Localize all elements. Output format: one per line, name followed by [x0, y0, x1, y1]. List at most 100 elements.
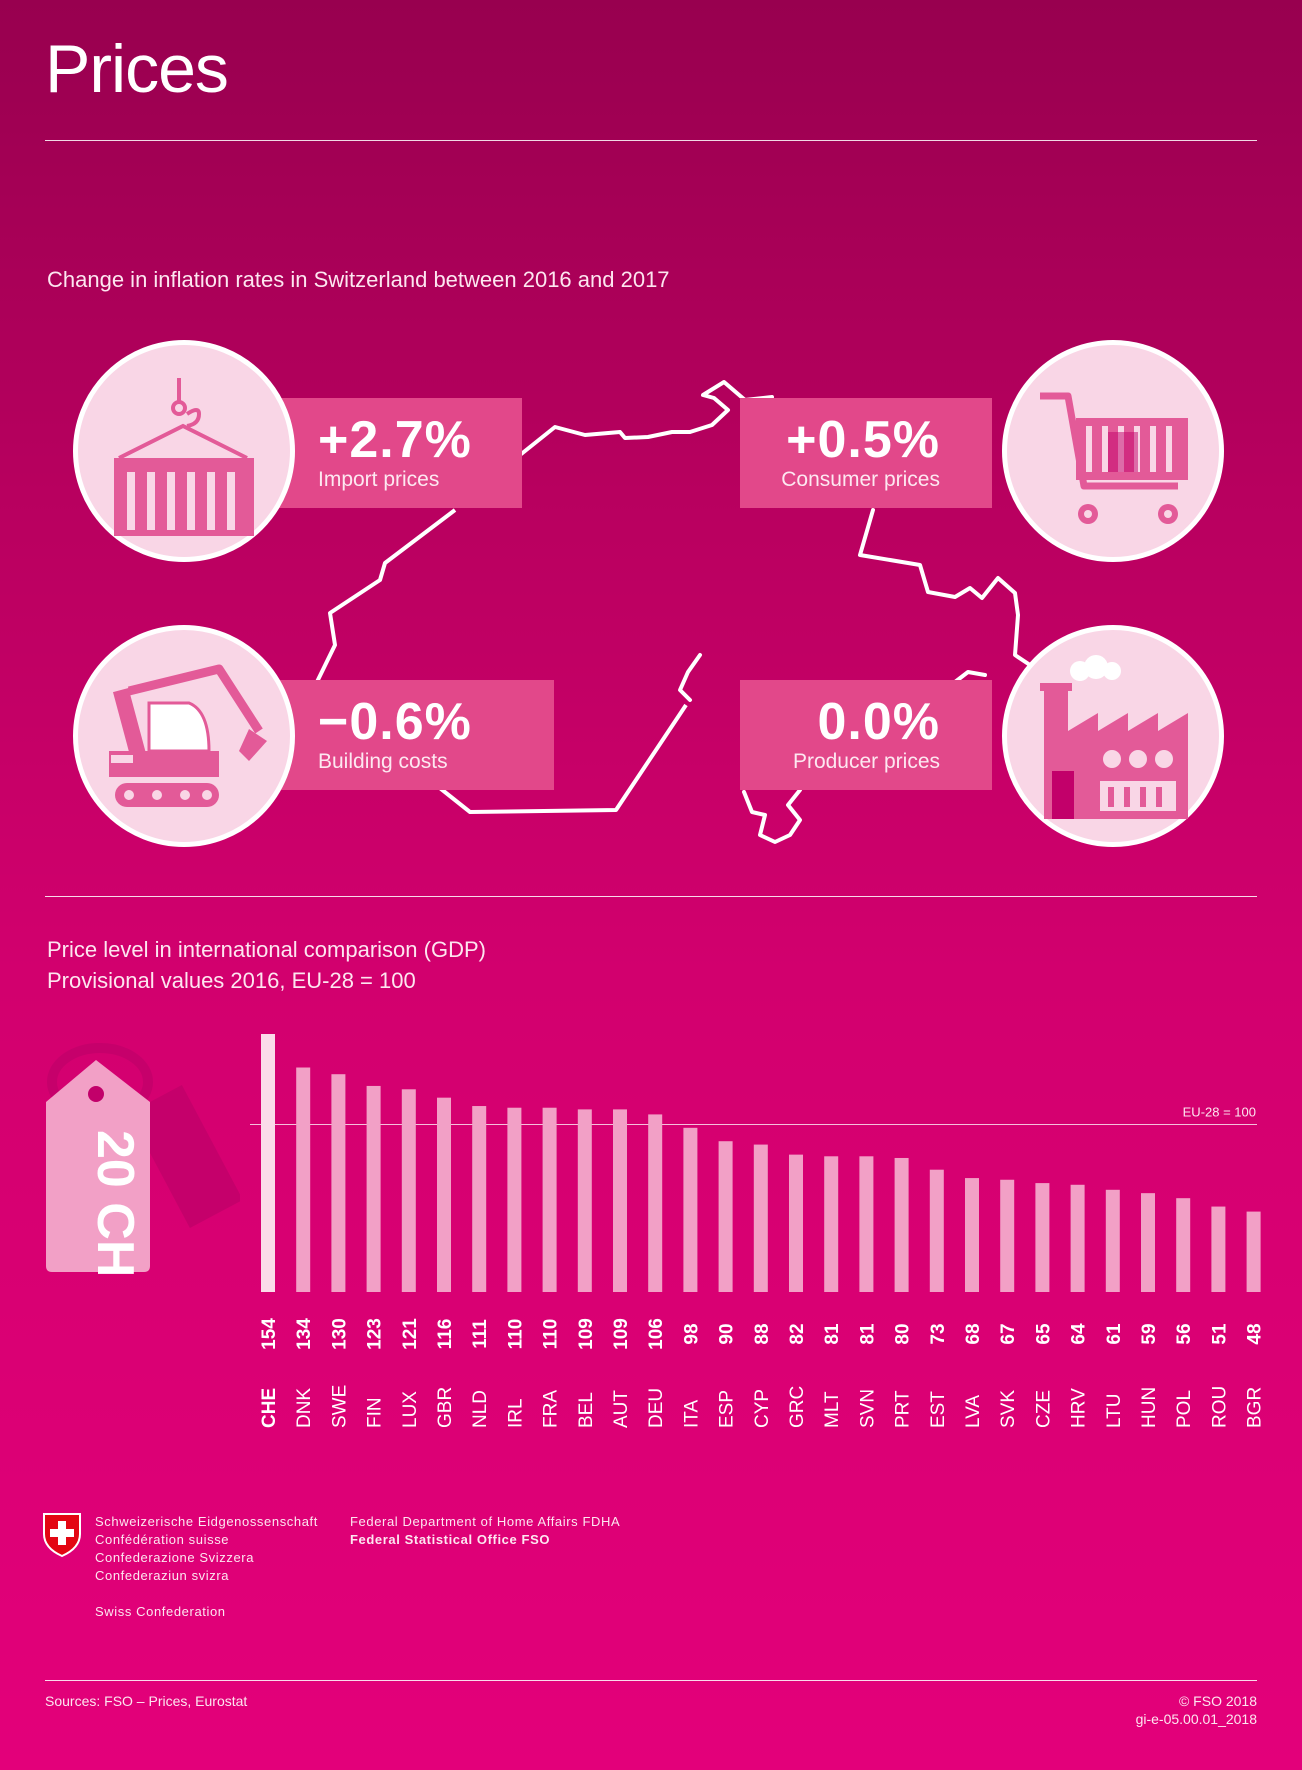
- category-label-cyp: CYP: [752, 1389, 773, 1428]
- page-title: Prices: [45, 31, 229, 107]
- category-label-deu: DEU: [646, 1388, 667, 1428]
- producer-prices-label: Producer prices: [792, 750, 940, 773]
- building-costs-panel: −0.6% Building costs: [270, 680, 554, 790]
- producer-prices-panel: 0.0% Producer prices: [740, 680, 992, 790]
- category-label-cze: CZE: [1033, 1390, 1054, 1428]
- category-label-rou: ROU: [1209, 1386, 1230, 1428]
- building-costs-value: −0.6%: [318, 693, 472, 751]
- bar-lva: [965, 1178, 979, 1292]
- bar-fra: [542, 1107, 557, 1292]
- category-label-che: CHE: [259, 1388, 280, 1428]
- value-label-ltu: 61: [1104, 1323, 1125, 1345]
- excavator-icon: [73, 625, 295, 847]
- category-label-hrv: HRV: [1069, 1388, 1090, 1428]
- category-label-fra: FRA: [541, 1390, 562, 1428]
- bar-lux: [401, 1089, 416, 1292]
- value-label-lva: 68: [963, 1323, 984, 1344]
- value-label-svn: 81: [857, 1323, 878, 1345]
- value-label-esp: 90: [717, 1323, 738, 1344]
- category-label-ita: ITA: [681, 1400, 702, 1428]
- bar-dnk: [296, 1067, 311, 1292]
- category-label-dnk: DNK: [294, 1388, 315, 1428]
- factory-icon: [1002, 625, 1224, 847]
- value-label-ita: 98: [681, 1323, 702, 1344]
- value-label-grc: 82: [787, 1323, 808, 1344]
- category-label-hun: HUN: [1139, 1387, 1160, 1428]
- category-label-svn: SVN: [857, 1389, 878, 1428]
- confederation-line: Schweizerische Eidgenossenschaft: [95, 1514, 318, 1529]
- consumer-prices-label: Consumer prices: [781, 468, 940, 491]
- value-label-irl: 110: [505, 1319, 526, 1350]
- category-label-grc: GRC: [787, 1386, 808, 1428]
- shopping-cart-icon: [1002, 340, 1224, 562]
- value-label-cyp: 88: [752, 1323, 773, 1344]
- category-label-ltu: LTU: [1104, 1394, 1125, 1428]
- bar-nld: [472, 1106, 487, 1292]
- bar-grc: [789, 1154, 803, 1292]
- import-prices-panel: +2.7% Import prices: [270, 398, 522, 508]
- value-label-bgr: 48: [1245, 1323, 1266, 1344]
- value-label-svk: 67: [998, 1323, 1019, 1344]
- category-label-est: EST: [928, 1391, 949, 1428]
- value-label-mlt: 81: [822, 1323, 843, 1345]
- value-label-hrv: 64: [1069, 1323, 1090, 1345]
- eu28-reference-label: EU-28 = 100: [1183, 1104, 1256, 1119]
- confederation-line: Confédération suisse: [95, 1532, 230, 1547]
- category-label-pol: POL: [1174, 1390, 1195, 1428]
- bar-irl: [507, 1107, 522, 1292]
- value-label-prt: 80: [893, 1323, 914, 1344]
- value-label-pol: 56: [1174, 1323, 1195, 1344]
- category-label-irl: IRL: [505, 1398, 526, 1428]
- category-label-svk: SVK: [998, 1390, 1019, 1428]
- office-name: Federal Statistical Office FSO: [350, 1532, 551, 1547]
- value-label-fra: 110: [541, 1319, 562, 1350]
- bar-svn: [859, 1156, 874, 1292]
- value-label-rou: 51: [1209, 1323, 1230, 1345]
- value-label-gbr: 116: [435, 1319, 456, 1350]
- bar-hun: [1141, 1193, 1155, 1292]
- bar-cze: [1035, 1183, 1050, 1292]
- category-label-bgr: BGR: [1245, 1387, 1266, 1428]
- bar-ltu: [1105, 1189, 1120, 1292]
- category-label-aut: AUT: [611, 1390, 632, 1428]
- category-label-fin: FIN: [365, 1397, 386, 1428]
- bar-ita: [683, 1127, 698, 1292]
- footer-divider: [45, 1680, 1257, 1681]
- category-label-lux: LUX: [400, 1391, 421, 1428]
- value-label-fin: 123: [365, 1318, 386, 1350]
- swiss-coat-of-arms-icon: [43, 1513, 81, 1558]
- graphic-code: gi-e-05.00.01_2018: [1135, 1711, 1257, 1727]
- value-label-lux: 121: [400, 1318, 421, 1350]
- inflation-heading: Change in inflation rates in Switzerland…: [47, 267, 670, 292]
- import-prices-label: Import prices: [318, 468, 440, 491]
- copyright: © FSO 2018: [1178, 1693, 1257, 1709]
- value-label-est: 73: [928, 1323, 949, 1344]
- bar-cyp: [753, 1144, 768, 1292]
- price-tag-text: 20 CHF: [86, 1130, 144, 1280]
- value-label-bel: 109: [576, 1318, 597, 1350]
- category-label-esp: ESP: [717, 1390, 738, 1428]
- bar-swe: [331, 1074, 346, 1292]
- section-divider: [45, 896, 1257, 897]
- sources: Sources: FSO – Prices, Eurostat: [45, 1693, 248, 1709]
- category-label-swe: SWE: [329, 1385, 350, 1428]
- bar-est: [929, 1169, 944, 1292]
- import-prices-value: +2.7%: [318, 411, 472, 469]
- bar-fin: [366, 1085, 381, 1292]
- bar-aut: [613, 1109, 627, 1292]
- category-label-gbr: GBR: [435, 1387, 456, 1428]
- consumer-prices-value: +0.5%: [786, 411, 940, 469]
- bar-deu: [648, 1114, 663, 1292]
- value-label-deu: 106: [646, 1318, 667, 1350]
- producer-prices-value: 0.0%: [817, 693, 940, 751]
- category-label-mlt: MLT: [822, 1391, 843, 1428]
- bar-mlt: [824, 1156, 839, 1292]
- bar-rou: [1211, 1206, 1226, 1292]
- bar-pol: [1176, 1198, 1191, 1292]
- bar-prt: [894, 1157, 909, 1292]
- price-level-bar-chart: EU-28 = 100 154 CHE 134 DNK 130 SWE 123 FIN 121 LU…: [250, 1034, 1266, 1428]
- switzerland-map-outline: [0, 0, 1302, 900]
- category-label-lva: LVA: [963, 1395, 984, 1428]
- value-label-cze: 65: [1033, 1323, 1054, 1345]
- value-label-nld: 111: [470, 1319, 491, 1349]
